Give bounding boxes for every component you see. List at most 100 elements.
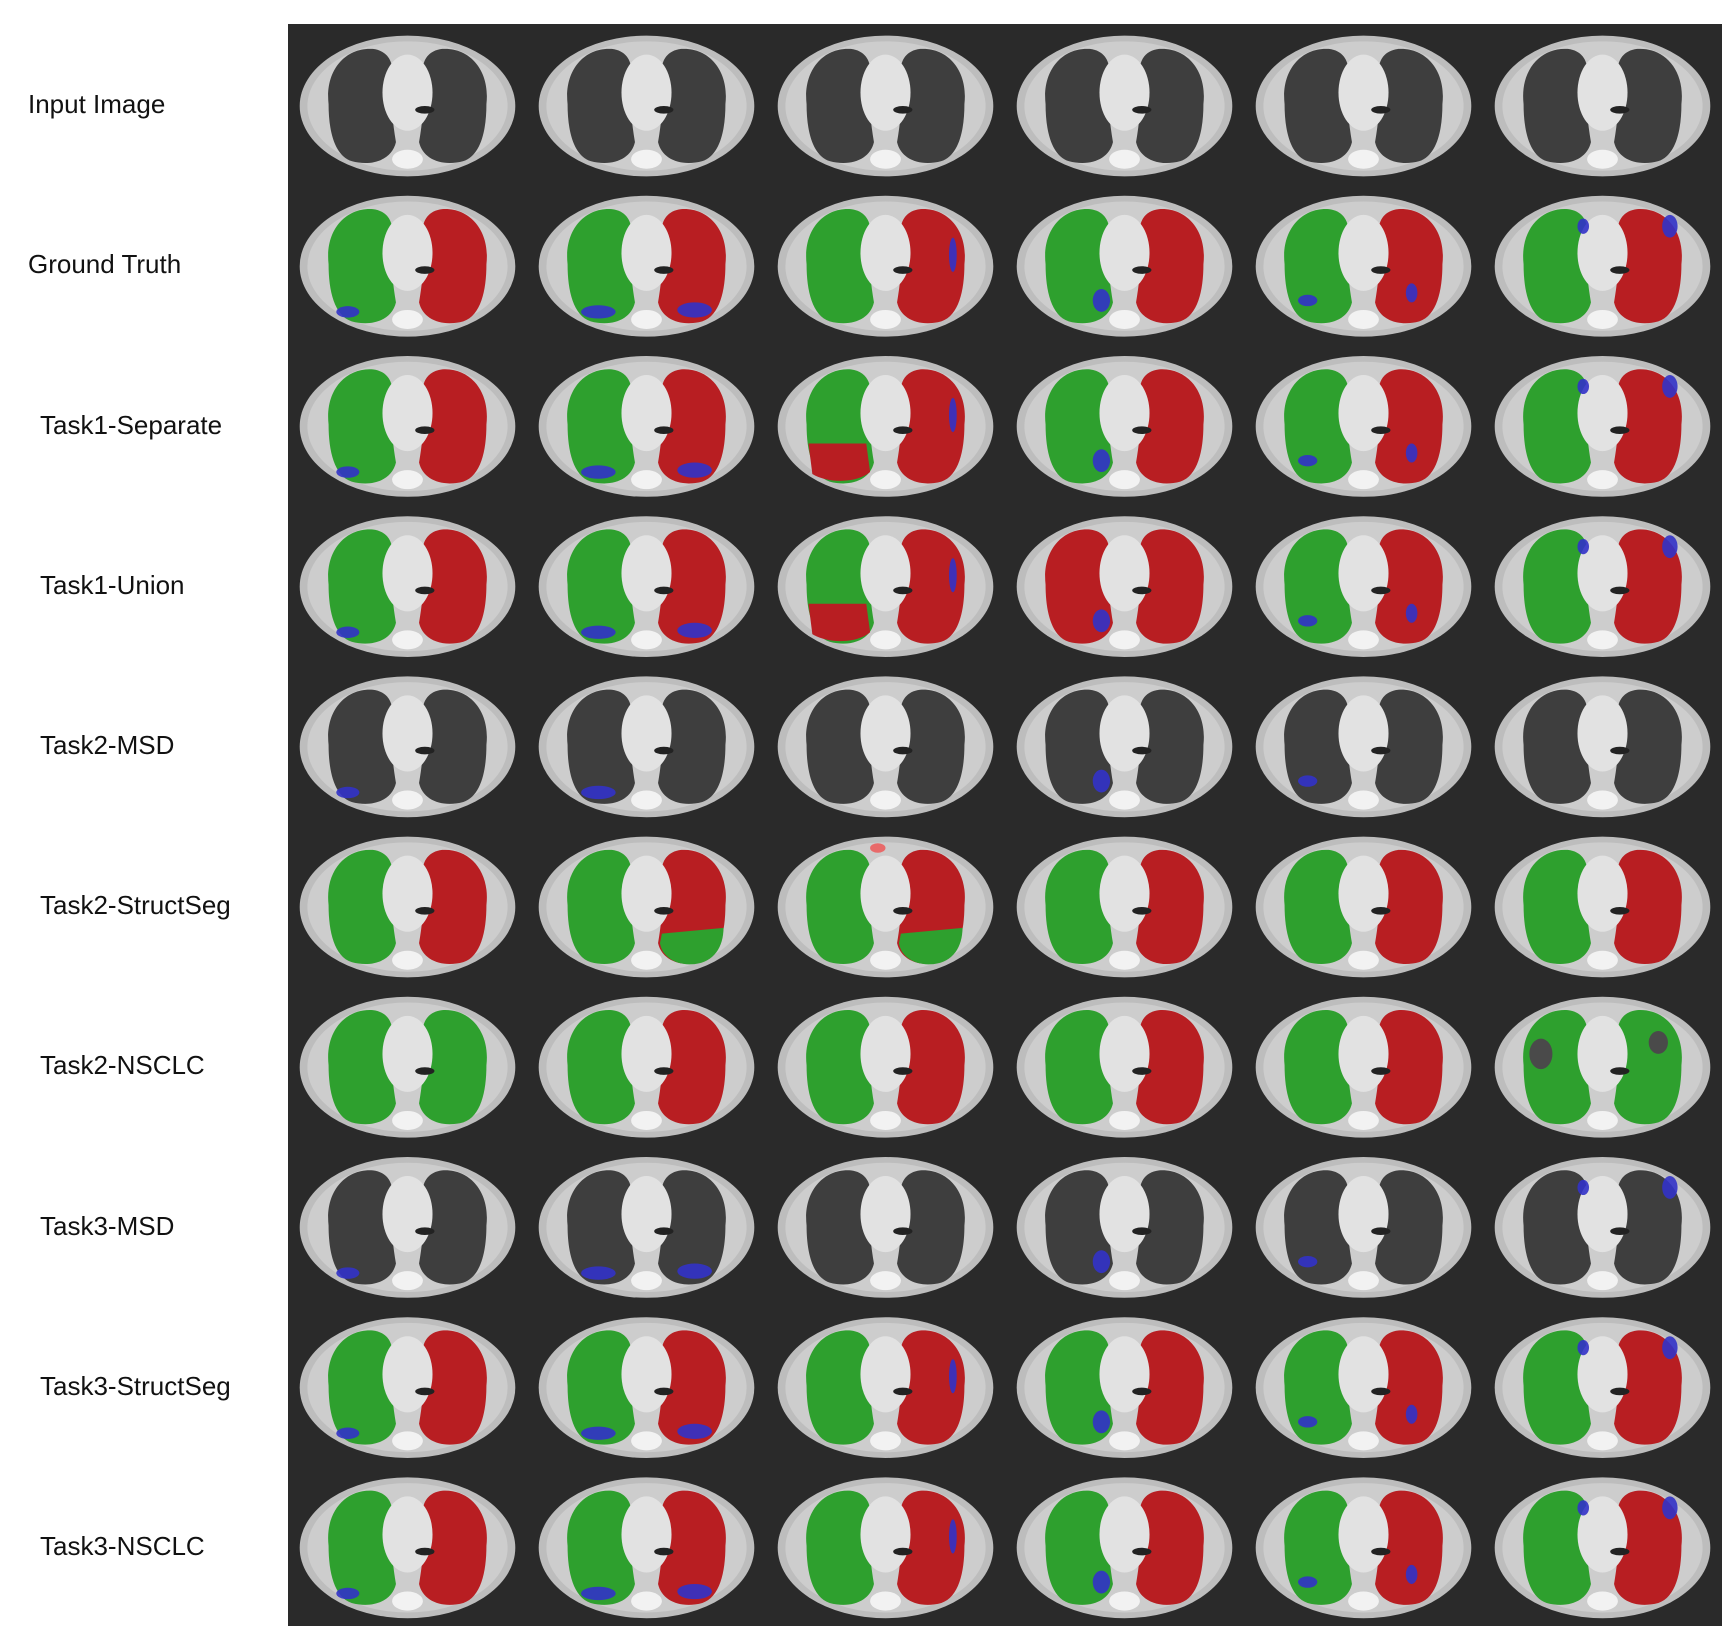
mediastinum	[1338, 375, 1389, 452]
ct-slice-tile	[1255, 195, 1472, 337]
spine	[1109, 309, 1140, 329]
spine	[631, 149, 662, 169]
lesion	[581, 1586, 616, 1601]
ct-slice-tile	[1016, 516, 1233, 657]
lesion	[677, 1263, 712, 1279]
mediastinum	[860, 535, 911, 612]
ct-slice-tile	[1494, 996, 1711, 1138]
lesion	[581, 1266, 616, 1280]
airway	[1132, 1547, 1152, 1556]
mediastinum	[382, 855, 433, 932]
left-lung-region	[806, 1170, 874, 1285]
mediastinum	[621, 1015, 672, 1092]
spine	[1109, 1110, 1140, 1130]
mediastinum	[1099, 375, 1150, 452]
ct-slice-tile	[1255, 996, 1472, 1138]
spine	[392, 630, 423, 650]
mediastinum	[860, 855, 911, 932]
right-lung-region	[658, 1170, 726, 1285]
airway	[1371, 746, 1391, 755]
left-lung-region	[1284, 849, 1352, 965]
left-lung-region	[328, 1330, 396, 1445]
spine	[392, 1271, 423, 1291]
ct-slice-tile	[777, 996, 994, 1138]
unlabeled-patch	[1529, 1038, 1553, 1070]
mediastinum	[382, 1496, 433, 1573]
right-lung-region	[1136, 369, 1204, 484]
airway	[1132, 907, 1152, 915]
airway	[654, 907, 674, 915]
ct-slice-tile	[777, 356, 994, 497]
airway	[893, 1547, 913, 1556]
lesion	[581, 305, 616, 319]
right-lung-region	[1375, 1010, 1443, 1125]
right-lung-region	[1614, 369, 1682, 484]
ct-slice-tile	[299, 1157, 516, 1298]
lesion	[1662, 1336, 1678, 1360]
spine	[1109, 1591, 1140, 1611]
spine	[870, 309, 901, 329]
right-lung-region	[1614, 529, 1682, 644]
ct-slice-tile	[299, 676, 516, 818]
ct-slice-tile	[777, 516, 994, 657]
mediastinum	[860, 375, 911, 452]
left-lung-region	[1045, 1010, 1113, 1125]
spine	[392, 950, 423, 970]
airway	[415, 1547, 435, 1556]
right-lung-region	[897, 1330, 965, 1445]
spine	[1348, 1431, 1379, 1451]
spine	[631, 1431, 662, 1451]
right-lung-region	[419, 209, 487, 324]
spine	[1109, 1271, 1140, 1291]
lesion	[1092, 609, 1111, 633]
ct-slice-tile	[1494, 676, 1711, 818]
lesion	[1092, 1410, 1111, 1434]
airway	[1371, 1387, 1391, 1396]
right-lung-region	[897, 1170, 965, 1285]
lesion	[949, 1359, 957, 1394]
lesion	[1298, 775, 1318, 787]
lesion	[949, 558, 957, 593]
spine	[1348, 790, 1379, 810]
lesion	[949, 1519, 957, 1554]
spine	[870, 950, 901, 970]
lesion	[1298, 1576, 1318, 1588]
left-lung-region	[1284, 1490, 1352, 1605]
left-lung-region	[1523, 689, 1591, 804]
airway	[893, 106, 913, 114]
lesion	[1405, 283, 1418, 303]
ct-slice-tile	[1255, 836, 1472, 978]
mediastinum	[1099, 214, 1150, 291]
left-lung-region	[1523, 849, 1591, 965]
ct-slice-tile	[538, 195, 755, 337]
right-lung-region	[1614, 1330, 1682, 1445]
left-lung-region	[567, 1330, 635, 1445]
row-label: Task2-MSD	[40, 729, 175, 760]
right-lung-region	[1136, 1490, 1204, 1605]
left-lung-region	[328, 1490, 396, 1605]
spine	[1587, 149, 1618, 169]
airway	[1610, 106, 1630, 114]
mediastinum	[621, 1496, 672, 1573]
left-lung-region	[806, 849, 874, 965]
spine	[631, 790, 662, 810]
ct-slice-tile	[299, 1317, 516, 1458]
spine	[631, 630, 662, 650]
airway	[1371, 1547, 1391, 1556]
spine	[1109, 470, 1140, 490]
left-lung-region	[1523, 1490, 1591, 1605]
spine	[631, 309, 662, 329]
ct-slice-tile	[538, 356, 755, 497]
ct-slice-tile	[1016, 676, 1233, 818]
left-lung-region	[328, 849, 396, 965]
spine	[1587, 790, 1618, 810]
airway	[415, 586, 435, 595]
airway	[1132, 1067, 1152, 1075]
right-lung-region	[1375, 849, 1443, 965]
airway	[893, 266, 913, 274]
ct-slice-tile	[299, 35, 516, 177]
ct-slice-tile	[1255, 35, 1472, 177]
right-lung-region	[419, 48, 487, 164]
spine	[392, 149, 423, 169]
airway	[1610, 266, 1630, 274]
